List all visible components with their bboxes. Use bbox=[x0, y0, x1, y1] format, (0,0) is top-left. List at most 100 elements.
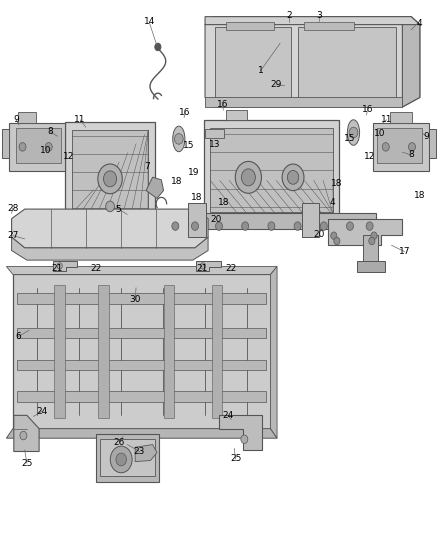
Polygon shape bbox=[226, 110, 247, 120]
Text: 25: 25 bbox=[230, 455, 241, 463]
Polygon shape bbox=[53, 261, 77, 271]
Text: 7: 7 bbox=[144, 162, 150, 171]
Ellipse shape bbox=[347, 120, 360, 146]
Polygon shape bbox=[17, 391, 266, 402]
Text: 4: 4 bbox=[330, 198, 336, 207]
Circle shape bbox=[371, 232, 377, 239]
Text: 26: 26 bbox=[114, 439, 125, 448]
Text: 8: 8 bbox=[408, 150, 414, 159]
Circle shape bbox=[346, 222, 353, 230]
Circle shape bbox=[19, 143, 26, 151]
Polygon shape bbox=[10, 123, 65, 171]
Circle shape bbox=[282, 164, 304, 191]
Polygon shape bbox=[210, 128, 332, 212]
Polygon shape bbox=[403, 17, 420, 107]
Text: 16: 16 bbox=[217, 100, 228, 109]
Text: 23: 23 bbox=[134, 447, 145, 456]
Circle shape bbox=[110, 446, 132, 473]
Polygon shape bbox=[169, 213, 376, 229]
Circle shape bbox=[235, 161, 261, 193]
Polygon shape bbox=[390, 112, 412, 123]
Text: 20: 20 bbox=[314, 230, 325, 239]
Polygon shape bbox=[188, 203, 206, 237]
Polygon shape bbox=[196, 261, 221, 271]
Polygon shape bbox=[328, 219, 403, 245]
Text: 11: 11 bbox=[74, 115, 86, 124]
Polygon shape bbox=[302, 203, 319, 237]
Circle shape bbox=[106, 201, 114, 212]
Text: 14: 14 bbox=[144, 18, 155, 27]
Polygon shape bbox=[357, 261, 385, 272]
Polygon shape bbox=[146, 177, 163, 198]
Polygon shape bbox=[17, 293, 266, 304]
Circle shape bbox=[287, 171, 299, 184]
Text: 18: 18 bbox=[171, 177, 183, 186]
Text: 6: 6 bbox=[15, 332, 21, 341]
Circle shape bbox=[382, 143, 389, 151]
Text: 8: 8 bbox=[47, 127, 53, 136]
Text: 29: 29 bbox=[270, 80, 282, 89]
Polygon shape bbox=[363, 235, 378, 261]
Text: 12: 12 bbox=[364, 152, 375, 161]
Polygon shape bbox=[297, 27, 396, 99]
Text: 21: 21 bbox=[197, 264, 208, 272]
Polygon shape bbox=[13, 274, 271, 429]
Circle shape bbox=[191, 222, 198, 230]
Polygon shape bbox=[7, 266, 277, 274]
Text: 10: 10 bbox=[40, 146, 51, 155]
Polygon shape bbox=[377, 128, 422, 163]
Text: 24: 24 bbox=[222, 411, 233, 420]
Polygon shape bbox=[12, 209, 208, 248]
Circle shape bbox=[294, 222, 301, 230]
Text: 12: 12 bbox=[63, 152, 74, 161]
Ellipse shape bbox=[173, 126, 185, 152]
Text: 18: 18 bbox=[331, 179, 343, 188]
Text: 18: 18 bbox=[191, 193, 203, 202]
Polygon shape bbox=[72, 131, 148, 213]
Text: 15: 15 bbox=[344, 134, 356, 143]
Text: 22: 22 bbox=[226, 264, 237, 272]
Polygon shape bbox=[16, 128, 61, 163]
Polygon shape bbox=[14, 415, 39, 451]
Circle shape bbox=[20, 431, 27, 440]
Circle shape bbox=[57, 263, 62, 269]
Polygon shape bbox=[65, 123, 155, 220]
Text: 9: 9 bbox=[424, 132, 429, 141]
Polygon shape bbox=[226, 22, 274, 30]
Text: 11: 11 bbox=[381, 115, 392, 124]
Polygon shape bbox=[205, 98, 403, 107]
Polygon shape bbox=[17, 360, 266, 370]
Circle shape bbox=[174, 134, 183, 144]
Polygon shape bbox=[2, 130, 10, 158]
Text: 24: 24 bbox=[36, 407, 48, 416]
Polygon shape bbox=[219, 415, 262, 450]
Polygon shape bbox=[205, 17, 420, 107]
Text: 21: 21 bbox=[52, 264, 63, 272]
Polygon shape bbox=[135, 445, 157, 462]
Polygon shape bbox=[12, 237, 208, 260]
Text: 9: 9 bbox=[13, 115, 19, 124]
Text: 30: 30 bbox=[129, 295, 141, 304]
Circle shape bbox=[241, 169, 255, 186]
Text: 16: 16 bbox=[179, 108, 191, 117]
Circle shape bbox=[172, 222, 179, 230]
Circle shape bbox=[241, 435, 248, 443]
Text: 18: 18 bbox=[218, 198, 229, 207]
Text: 20: 20 bbox=[211, 215, 222, 224]
Circle shape bbox=[116, 453, 127, 466]
Text: 10: 10 bbox=[374, 129, 385, 138]
Text: 18: 18 bbox=[414, 191, 426, 200]
Text: 28: 28 bbox=[7, 204, 18, 213]
Text: 3: 3 bbox=[317, 11, 322, 20]
Circle shape bbox=[349, 127, 358, 138]
Circle shape bbox=[334, 237, 340, 245]
Polygon shape bbox=[428, 130, 436, 158]
Circle shape bbox=[366, 222, 373, 230]
Polygon shape bbox=[205, 130, 224, 138]
Polygon shape bbox=[373, 123, 428, 171]
Polygon shape bbox=[215, 27, 291, 99]
Circle shape bbox=[369, 237, 375, 245]
Circle shape bbox=[155, 43, 161, 51]
Polygon shape bbox=[100, 439, 155, 477]
Text: 4: 4 bbox=[417, 19, 423, 28]
